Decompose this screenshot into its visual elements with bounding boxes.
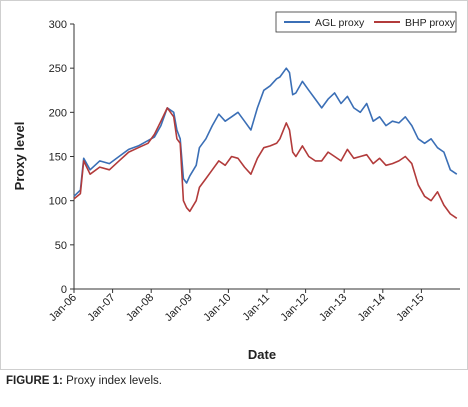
- series-line-agl-proxy: [73, 67, 458, 197]
- y-tick-label: 100: [49, 196, 67, 208]
- figure-caption: FIGURE 1: Proxy index levels.: [6, 375, 162, 387]
- legend-label: AGL proxy: [315, 17, 365, 29]
- y-tick-label: 150: [49, 152, 67, 164]
- figure-caption-text: Proxy index levels.: [62, 375, 162, 387]
- y-axis-label: Proxy level: [12, 122, 27, 191]
- series-line-bhp-proxy: [73, 107, 458, 219]
- chart-frame: [0, 0, 468, 370]
- y-tick-label: 300: [49, 19, 67, 31]
- y-tick-label: 250: [49, 63, 67, 75]
- y-tick-label: 0: [61, 284, 67, 296]
- figure-caption-label: FIGURE 1:: [6, 375, 63, 387]
- legend-box: [275, 11, 457, 33]
- y-tick-label: 50: [55, 240, 67, 252]
- legend: AGL proxy BHP proxy: [275, 11, 457, 33]
- legend-label: BHP proxy: [405, 17, 456, 29]
- series-lines: [73, 67, 458, 219]
- x-axis-label: Date: [248, 347, 276, 362]
- y-tick-label: 200: [49, 107, 67, 119]
